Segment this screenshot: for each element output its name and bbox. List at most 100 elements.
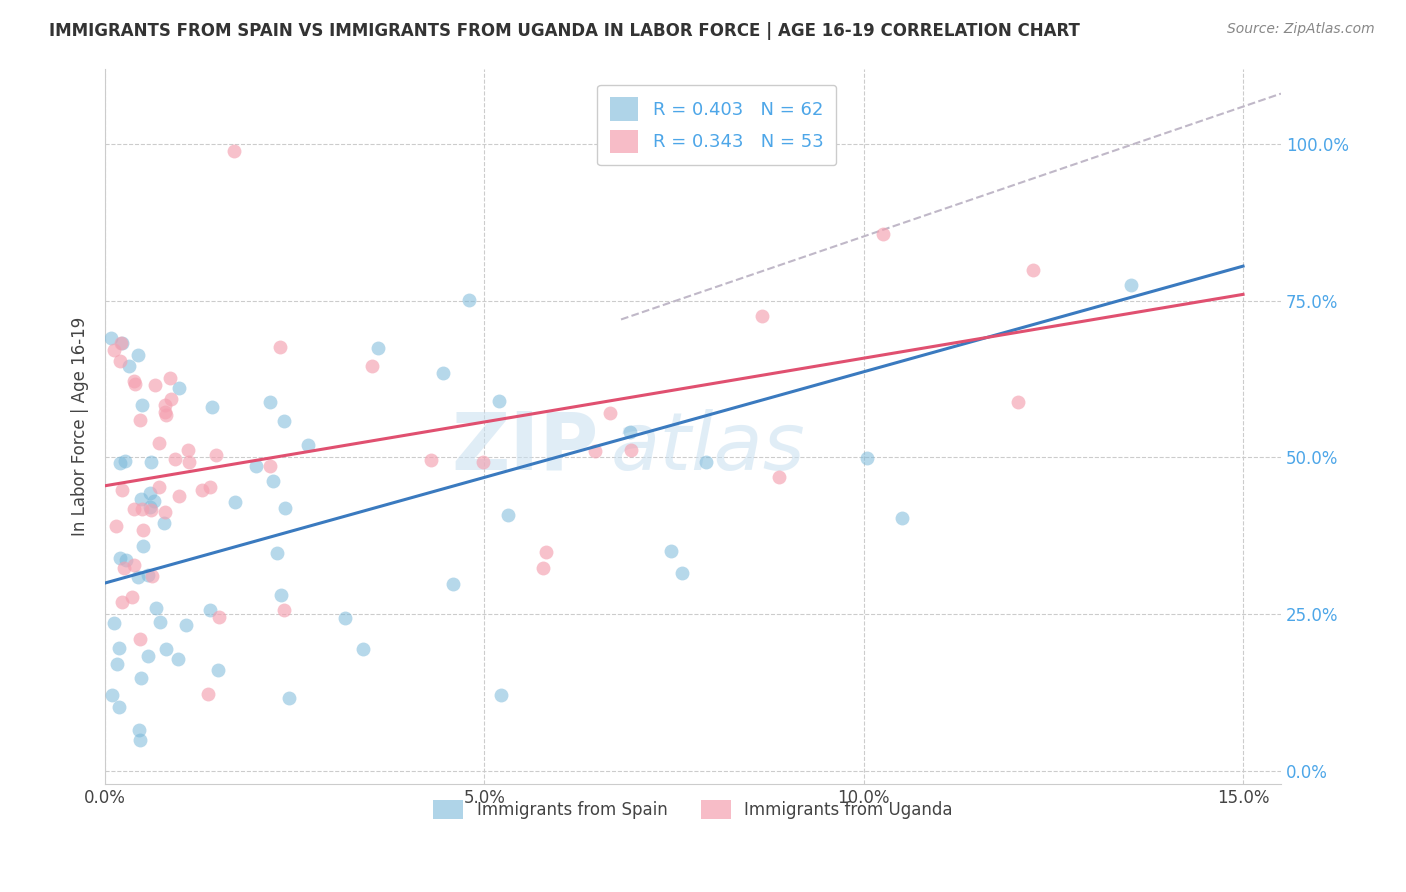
Point	[472, 455, 495, 469]
Point	[167, 381, 190, 395]
Point	[204, 448, 226, 462]
Point	[1007, 395, 1029, 409]
Point	[671, 566, 693, 580]
Point	[197, 687, 219, 701]
Point	[110, 336, 132, 351]
Point	[139, 500, 162, 515]
Point	[620, 443, 643, 458]
Text: atlas: atlas	[610, 409, 806, 486]
Point	[367, 341, 389, 355]
Point	[124, 377, 146, 392]
Point	[108, 353, 131, 368]
Point	[153, 516, 176, 530]
Point	[583, 444, 606, 458]
Point	[191, 483, 214, 498]
Point	[768, 470, 790, 484]
Point	[143, 377, 166, 392]
Point	[496, 508, 519, 522]
Point	[100, 331, 122, 345]
Point	[103, 343, 125, 357]
Point	[274, 500, 297, 515]
Point	[128, 723, 150, 737]
Legend: Immigrants from Spain, Immigrants from Uganda: Immigrants from Spain, Immigrants from U…	[427, 793, 959, 825]
Point	[128, 732, 150, 747]
Point	[103, 616, 125, 631]
Point	[277, 690, 299, 705]
Point	[155, 399, 177, 413]
Point	[441, 577, 464, 591]
Point	[159, 371, 181, 385]
Point	[273, 603, 295, 617]
Point	[115, 553, 138, 567]
Point	[420, 453, 443, 467]
Point	[100, 688, 122, 702]
Point	[112, 560, 135, 574]
Point	[159, 392, 181, 407]
Point	[104, 519, 127, 533]
Point	[136, 649, 159, 664]
Point	[458, 293, 481, 307]
Point	[129, 412, 152, 426]
Point	[111, 483, 134, 498]
Point	[131, 502, 153, 516]
Point	[148, 480, 170, 494]
Point	[207, 663, 229, 677]
Point	[200, 602, 222, 616]
Point	[141, 569, 163, 583]
Point	[155, 641, 177, 656]
Point	[149, 615, 172, 629]
Point	[122, 558, 145, 572]
Point	[176, 617, 198, 632]
Point	[266, 546, 288, 560]
Point	[108, 700, 131, 714]
Point	[269, 340, 291, 354]
Point	[297, 438, 319, 452]
Point	[148, 436, 170, 450]
Point	[155, 409, 177, 423]
Point	[1119, 277, 1142, 292]
Point	[176, 442, 198, 457]
Point	[599, 406, 621, 420]
Point	[132, 524, 155, 538]
Point	[855, 450, 877, 465]
Point	[153, 505, 176, 519]
Point	[145, 600, 167, 615]
Point	[245, 458, 267, 473]
Point	[491, 689, 513, 703]
Point	[165, 452, 187, 467]
Point	[131, 492, 153, 507]
Point	[108, 456, 131, 470]
Point	[118, 359, 141, 373]
Point	[136, 567, 159, 582]
Point	[139, 455, 162, 469]
Point	[111, 595, 134, 609]
Point	[224, 495, 246, 509]
Point	[129, 671, 152, 685]
Text: IMMIGRANTS FROM SPAIN VS IMMIGRANTS FROM UGANDA IN LABOR FORCE | AGE 16-19 CORRE: IMMIGRANTS FROM SPAIN VS IMMIGRANTS FROM…	[49, 22, 1080, 40]
Point	[1022, 263, 1045, 277]
Text: Source: ZipAtlas.com: Source: ZipAtlas.com	[1227, 22, 1375, 37]
Point	[105, 657, 128, 671]
Y-axis label: In Labor Force | Age 16-19: In Labor Force | Age 16-19	[72, 317, 89, 536]
Point	[270, 588, 292, 602]
Point	[141, 503, 163, 517]
Point	[224, 144, 246, 158]
Point	[155, 405, 177, 419]
Point	[273, 414, 295, 428]
Point	[432, 366, 454, 380]
Point	[352, 642, 374, 657]
Point	[121, 590, 143, 604]
Point	[167, 489, 190, 503]
Text: ZIP: ZIP	[451, 409, 599, 486]
Point	[131, 398, 153, 412]
Point	[114, 453, 136, 467]
Point	[488, 393, 510, 408]
Point	[262, 475, 284, 489]
Point	[619, 425, 641, 439]
Point	[142, 493, 165, 508]
Point	[259, 395, 281, 409]
Point	[659, 544, 682, 558]
Point	[534, 545, 557, 559]
Point	[872, 227, 894, 241]
Point	[132, 539, 155, 553]
